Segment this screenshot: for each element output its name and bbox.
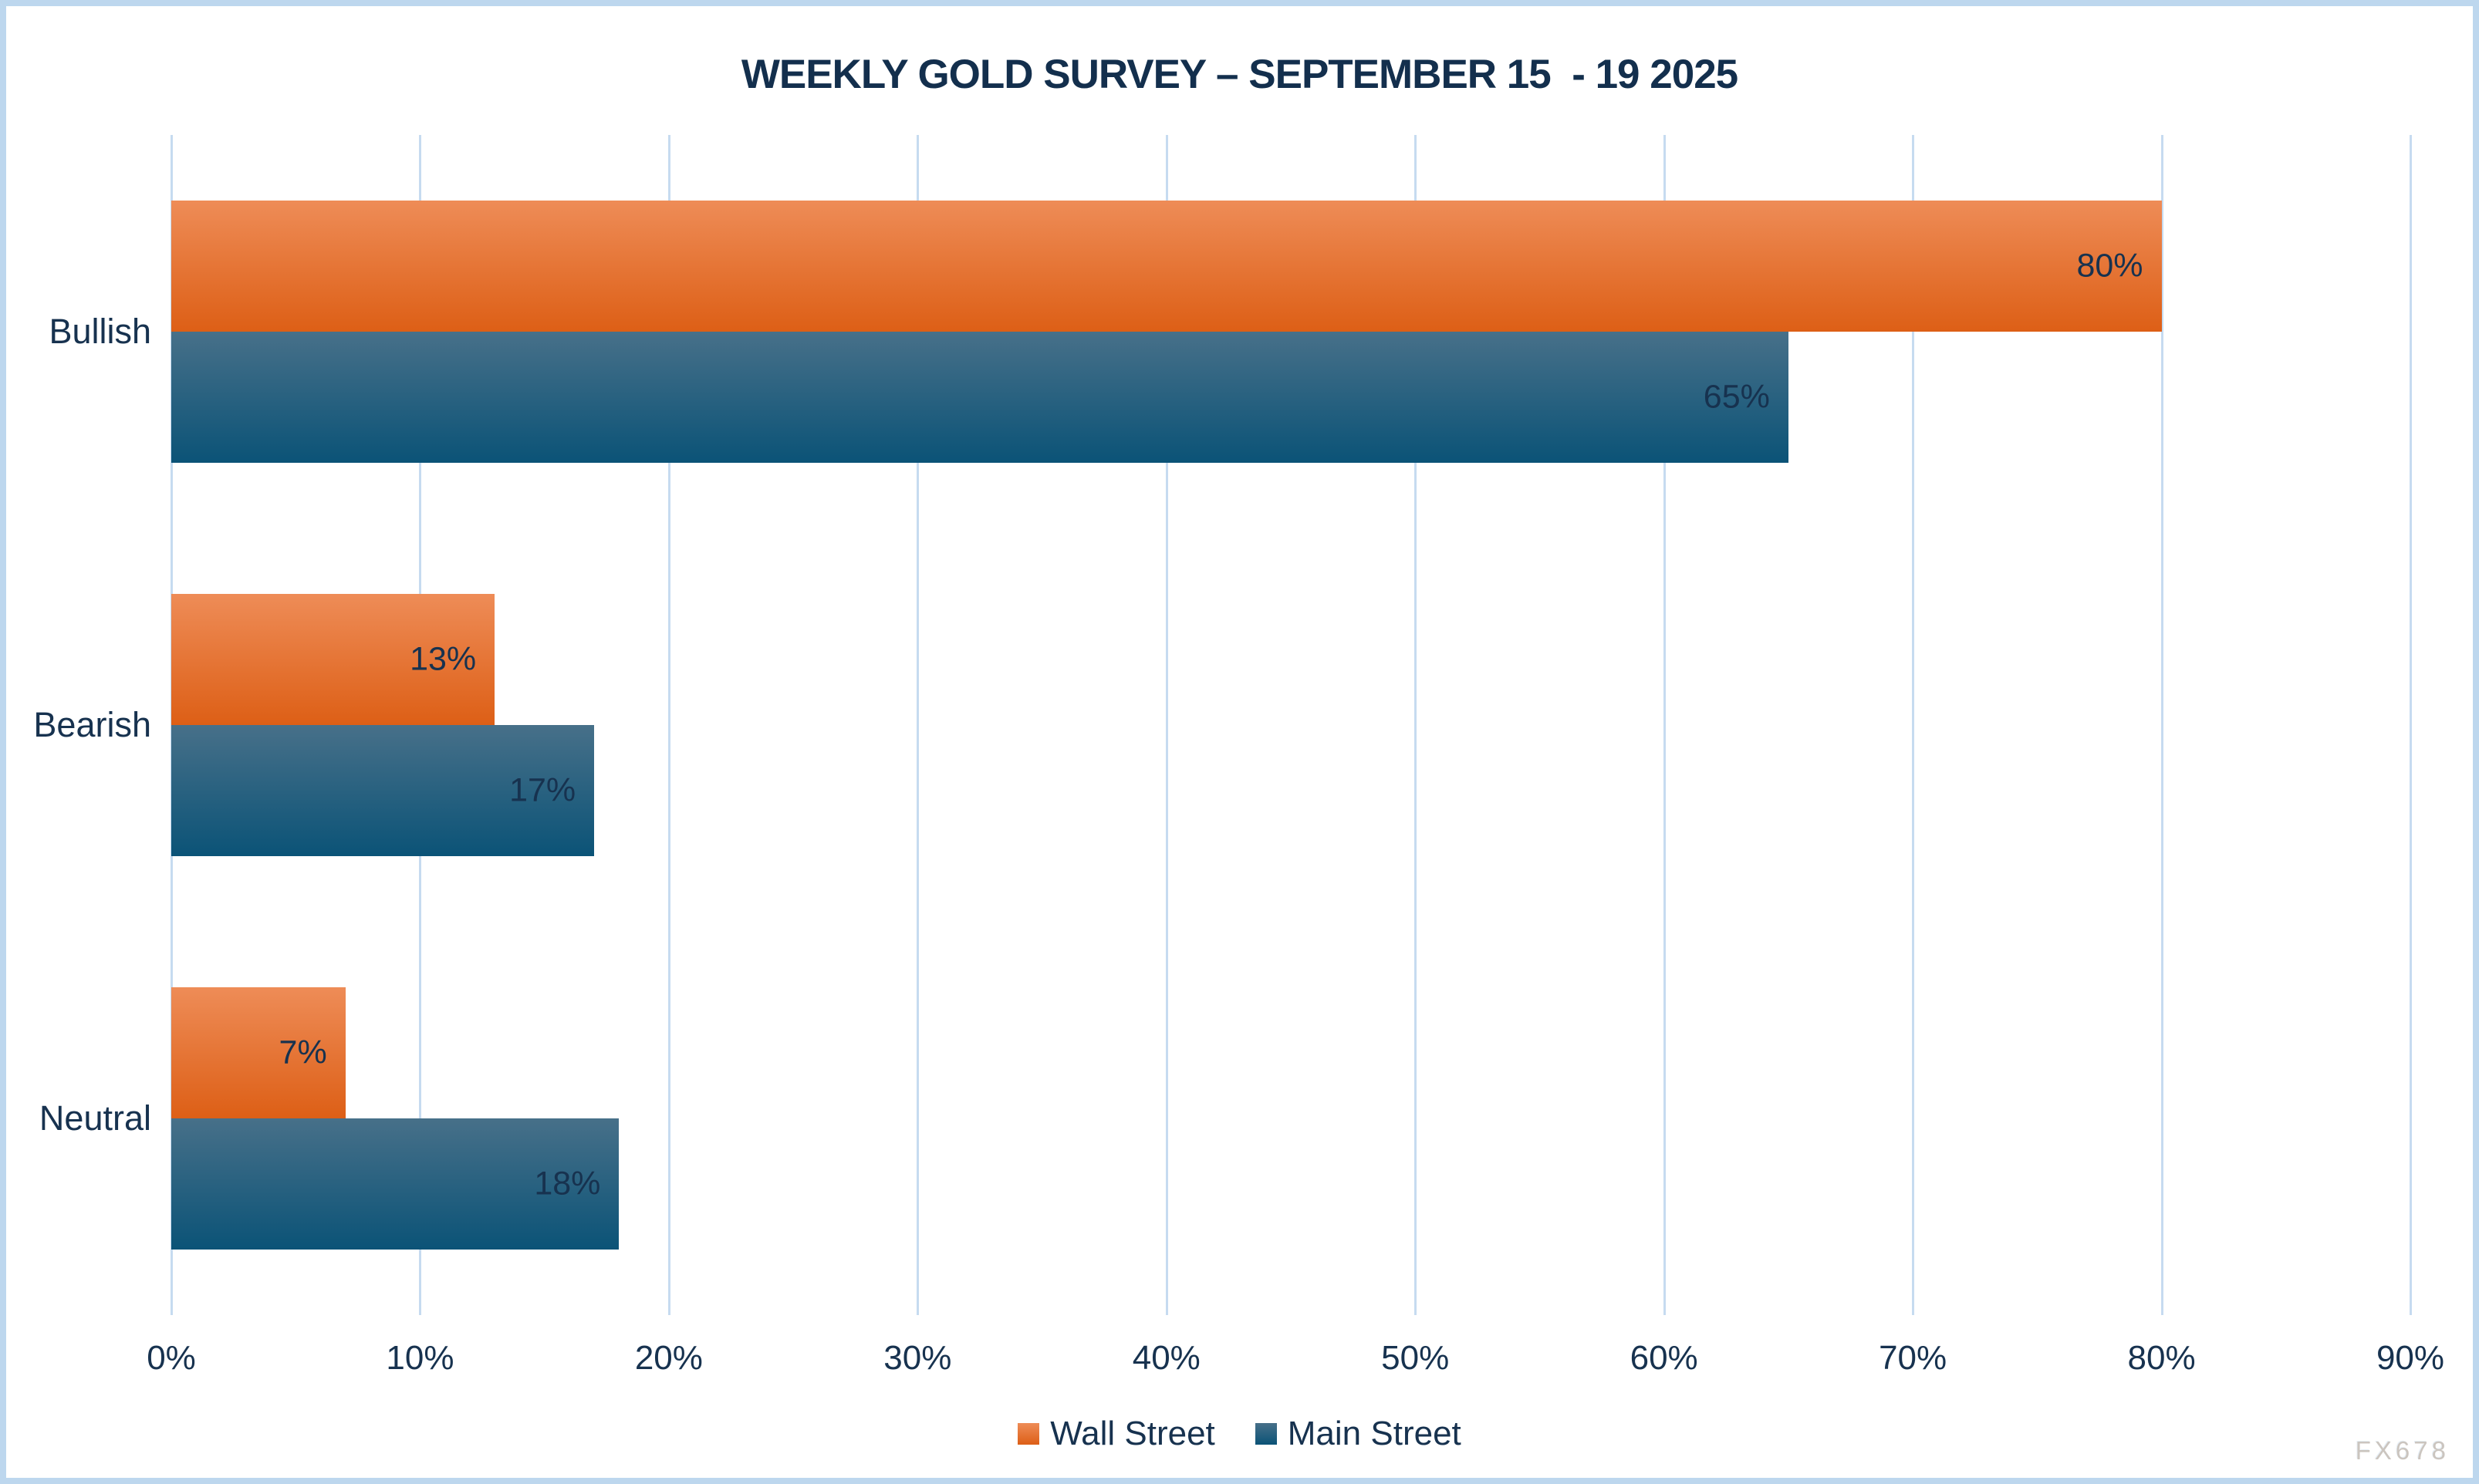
legend-swatch-main-street	[1255, 1423, 1277, 1445]
bar-value-label: 13%	[410, 640, 477, 678]
bar-wall-street-bullish: 80%	[171, 201, 2162, 332]
legend-label: Wall Street	[1050, 1415, 1215, 1452]
category-label-bullish: Bullish	[49, 312, 151, 351]
bar-value-label: 80%	[2076, 247, 2143, 285]
bar-main-street-neutral: 18%	[171, 1118, 620, 1250]
watermark: FX678	[2355, 1436, 2450, 1465]
bar-value-label: 65%	[1703, 378, 1770, 416]
legend-item-main-street: Main Street	[1255, 1415, 1461, 1453]
bar-main-street-bullish: 65%	[171, 332, 1788, 463]
x-tick-label-30-: 30%	[883, 1339, 952, 1377]
gridline-30-	[917, 135, 920, 1315]
bar-value-label: 7%	[279, 1034, 327, 1071]
bar-group-bullish: 80% 65%	[171, 135, 2410, 528]
gridline-80-	[2160, 135, 2163, 1315]
x-tick-label-90-: 90%	[2376, 1339, 2445, 1377]
gridline-90-	[2410, 135, 2412, 1315]
gridline-50-	[1414, 135, 1417, 1315]
bar-value-label: 17%	[509, 771, 576, 809]
category-label-bearish: Bearish	[33, 705, 151, 744]
bar-wall-street-neutral: 7%	[171, 987, 346, 1118]
legend: Wall Street Main Street	[6, 1415, 2473, 1453]
gridline-60-	[1663, 135, 1666, 1315]
gridline-40-	[1165, 135, 1168, 1315]
x-tick-label-20-: 20%	[634, 1339, 703, 1377]
x-tick-label-40-: 40%	[1132, 1339, 1201, 1377]
gridline-20-	[667, 135, 670, 1315]
legend-label: Main Street	[1287, 1415, 1461, 1452]
plot-area: 80% 65% 13% 17% 7% 18%	[171, 135, 2412, 1320]
x-tick-label-60-: 60%	[1630, 1339, 1698, 1377]
x-tick-label-0-: 0%	[147, 1339, 196, 1377]
x-tick-label-80-: 80%	[2127, 1339, 2196, 1377]
legend-swatch-wall-street	[1018, 1423, 1040, 1445]
x-tick-label-70-: 70%	[1879, 1339, 1947, 1377]
bar-wall-street-bearish: 13%	[171, 594, 495, 725]
chart-title: WEEKLY GOLD SURVEY – SEPTEMBER 15 - 19 2…	[741, 52, 1738, 97]
x-tick-label-50-: 50%	[1381, 1339, 1450, 1377]
bar-main-street-bearish: 17%	[171, 725, 595, 856]
gridline-70-	[1912, 135, 1915, 1315]
category-label-neutral: Neutral	[39, 1098, 151, 1138]
x-tick-label-10-: 10%	[386, 1339, 454, 1377]
bar-value-label: 18%	[534, 1165, 601, 1202]
bar-group-bearish: 13% 17%	[171, 528, 2410, 922]
bar-group-neutral: 7% 18%	[171, 922, 2410, 1315]
legend-item-wall-street: Wall Street	[1018, 1415, 1215, 1453]
